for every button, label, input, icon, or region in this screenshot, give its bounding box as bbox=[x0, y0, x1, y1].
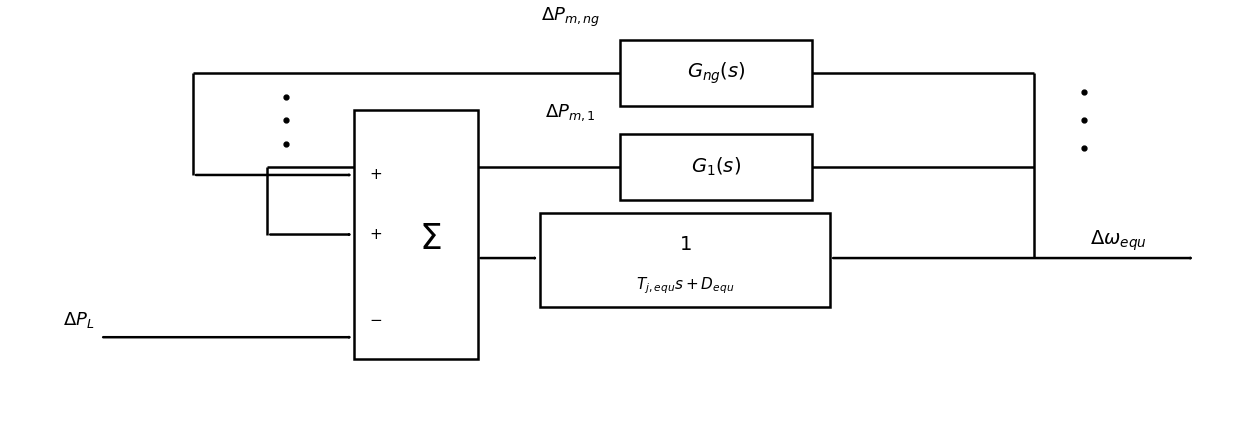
Text: $\Delta\omega_{equ}$: $\Delta\omega_{equ}$ bbox=[1090, 229, 1147, 253]
Text: $+$: $+$ bbox=[368, 227, 382, 242]
Bar bbox=[353, 111, 477, 359]
Bar bbox=[539, 213, 831, 307]
Text: $G_{ng}(s)$: $G_{ng}(s)$ bbox=[687, 60, 745, 86]
Text: $-$: $-$ bbox=[368, 312, 382, 326]
Text: $\Delta P_{m,ng}$: $\Delta P_{m,ng}$ bbox=[541, 6, 600, 29]
Text: $1$: $1$ bbox=[678, 235, 691, 254]
Text: $\Delta P_{L}$: $\Delta P_{L}$ bbox=[63, 310, 94, 330]
Text: $G_1(s)$: $G_1(s)$ bbox=[691, 156, 742, 178]
Text: $T_{j,equ}s+D_{equ}$: $T_{j,equ}s+D_{equ}$ bbox=[636, 275, 734, 296]
Bar bbox=[620, 134, 812, 200]
Bar bbox=[620, 40, 812, 106]
Text: $+$: $+$ bbox=[368, 167, 382, 183]
Text: $\Sigma$: $\Sigma$ bbox=[419, 222, 441, 257]
Text: $\Delta P_{m,1}$: $\Delta P_{m,1}$ bbox=[546, 103, 596, 123]
